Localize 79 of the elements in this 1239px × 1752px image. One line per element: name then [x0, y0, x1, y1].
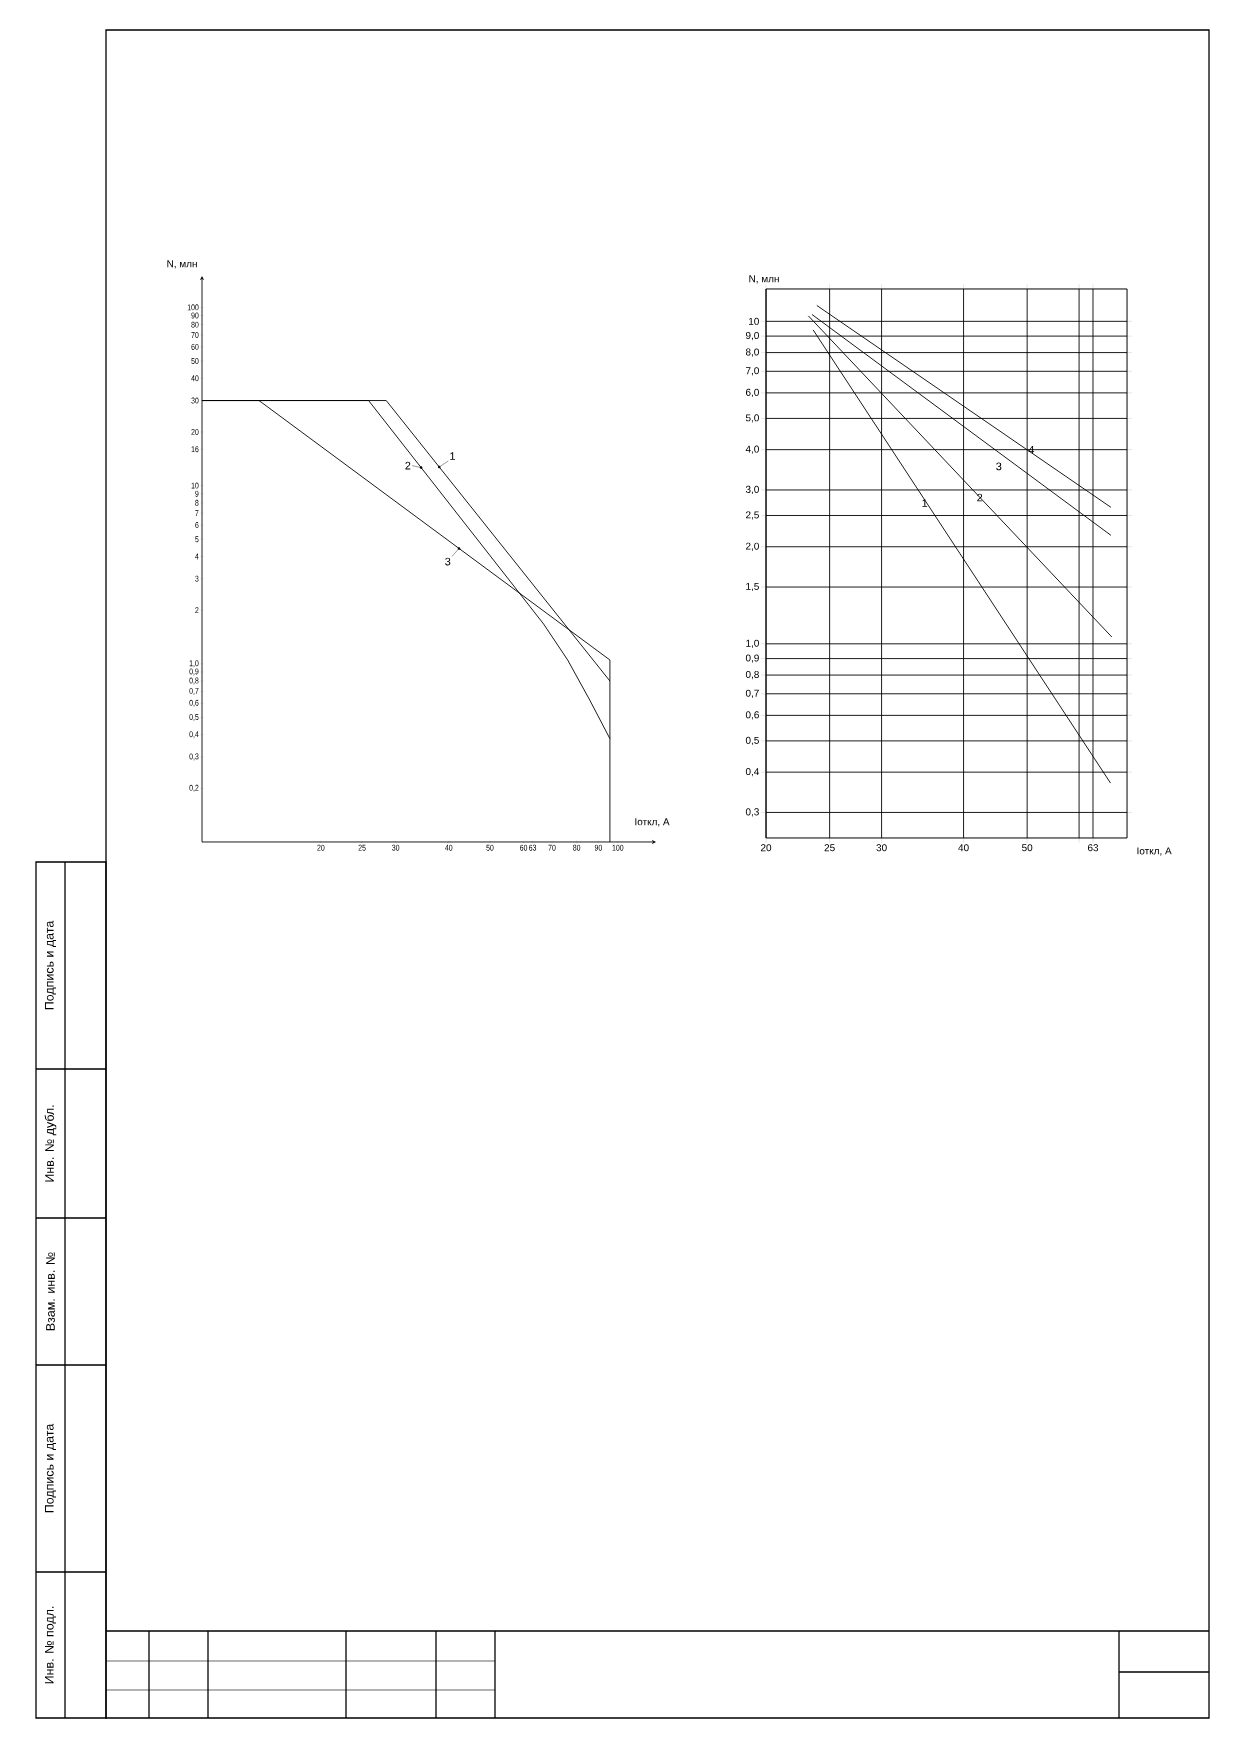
x-tick-label: 30 [876, 844, 887, 852]
x-tick-label: 25 [824, 844, 835, 852]
x-tick-label: 80 [573, 844, 581, 851]
x-tick-label: 40 [445, 844, 453, 851]
text: Подпись и дата [44, 920, 57, 1010]
x-tick-label: 40 [958, 844, 969, 852]
y-tick-label: 0,6 [745, 711, 759, 720]
text: Инв. № подл. [44, 1606, 57, 1684]
x-tick-label: 20 [760, 844, 772, 852]
x-axis-title: Iоткл, А [1137, 847, 1172, 856]
x-tick-label: 25 [358, 844, 366, 851]
y-tick-label: 6 [195, 522, 199, 529]
series-label: 2 [977, 493, 983, 502]
y-tick-label: 10 [191, 482, 199, 489]
x-tick-label: 50 [1022, 844, 1033, 852]
y-tick-label: 8 [195, 499, 199, 506]
y-tick-label: 0,3 [189, 753, 199, 761]
y-tick-label: 0,4 [745, 768, 760, 777]
y-tick-label: 0,5 [745, 736, 759, 746]
y-tick-label: 10 [749, 317, 759, 325]
y-tick-label: 0,9 [189, 668, 199, 676]
y-tick-label: 60 [191, 343, 199, 350]
legend-label: 2 [405, 461, 411, 470]
y-tick-label: 0,2 [189, 784, 199, 792]
series-label: 1 [450, 452, 455, 460]
y-tick-label: 3 [195, 575, 199, 582]
y-tick-label: 2 [195, 607, 199, 614]
y-tick-label: 40 [191, 375, 199, 382]
series-label: 3 [996, 462, 1002, 471]
y-tick-label: 0,8 [745, 670, 759, 680]
y-axis-title: N, млн [749, 275, 779, 284]
y-tick-label: 100 [187, 304, 199, 311]
y-tick-label: 7 [195, 510, 199, 517]
y-tick-label: 90 [191, 312, 199, 319]
y-tick-label: 2,0 [745, 542, 759, 551]
y-tick-label: 1,0 [746, 639, 759, 648]
y-tick-label: 0,9 [745, 654, 759, 663]
y-tick-label: 0,5 [189, 713, 199, 721]
series-label: 1 [922, 499, 928, 507]
y-tick-label: 0,3 [745, 808, 759, 817]
text: Взам. инв. № [46, 1252, 55, 1331]
y-tick-label: 1,5 [746, 582, 759, 592]
y-tick-label: 0,8 [189, 677, 199, 685]
y-tick-label: 16 [191, 446, 199, 453]
x-tick-label: 30 [392, 844, 400, 851]
text: Подпись и дата [44, 1423, 57, 1513]
y-tick-label: 8,0 [745, 348, 759, 357]
y-tick-label: 2,5 [745, 511, 759, 520]
y-tick-label: 4,0 [745, 445, 759, 454]
y-tick-label: 0,4 [189, 731, 199, 739]
y-axis-title: N, млн [167, 260, 197, 269]
y-tick-label: 0,6 [189, 699, 199, 707]
x-tick-label: 90 [594, 844, 602, 851]
x-tick-label: 63 [1087, 844, 1099, 852]
y-tick-label: 20 [191, 428, 199, 435]
x-tick-label: 70 [548, 844, 556, 851]
y-tick-label: 3,0 [745, 485, 759, 495]
y-tick-label: 50 [191, 358, 199, 364]
y-tick-label: 0,7 [189, 687, 199, 695]
y-tick-label: 5 [195, 536, 199, 543]
y-tick-label: 9 [195, 490, 199, 497]
y-tick-label: 70 [191, 331, 199, 338]
text: Инв. № дубл. [44, 1105, 57, 1182]
x-tick-label: 63 [529, 844, 537, 851]
y-tick-label: 6,0 [745, 388, 759, 398]
x-axis-title: Iоткл, А [635, 818, 670, 827]
x-tick-label: 20 [317, 844, 325, 851]
series-label: 3 [445, 557, 451, 566]
y-tick-label: 80 [191, 321, 199, 328]
x-tick-label: 100 [612, 844, 624, 851]
y-tick-label: 7,0 [746, 367, 759, 376]
y-tick-label: 30 [191, 397, 199, 404]
y-tick-label: 0,7 [745, 689, 759, 698]
y-tick-label: 1,0 [189, 660, 199, 668]
y-tick-label: 9,0 [745, 331, 759, 341]
y-tick-label: 5,0 [745, 414, 759, 423]
x-tick-label: 60 [520, 844, 528, 851]
y-tick-label: 4 [195, 553, 199, 560]
x-tick-label: 50 [486, 844, 494, 851]
